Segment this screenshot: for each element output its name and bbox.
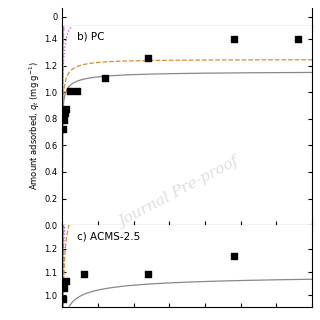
- Point: [103, 75, 108, 80]
- Point: [63, 107, 68, 112]
- Legend: Avrami: Avrami: [233, 0, 307, 4]
- Point: [60, 296, 66, 301]
- Point: [74, 88, 79, 93]
- Text: c) ACMS-2.5: c) ACMS-2.5: [77, 232, 140, 242]
- Point: [61, 117, 66, 123]
- Point: [60, 127, 66, 132]
- Point: [231, 36, 236, 42]
- Point: [62, 111, 67, 116]
- Point: [295, 36, 300, 42]
- Point: [145, 55, 150, 60]
- Y-axis label: Amount adsorbed, $q_t$ (mg g$^{-1}$): Amount adsorbed, $q_t$ (mg g$^{-1}$): [27, 61, 42, 190]
- Text: Journal Pre-proof: Journal Pre-proof: [117, 155, 242, 229]
- Point: [63, 279, 68, 284]
- Text: b) PC: b) PC: [77, 32, 105, 42]
- Point: [67, 88, 72, 93]
- Point: [145, 272, 150, 277]
- Point: [81, 272, 86, 277]
- Point: [231, 253, 236, 258]
- Point: [62, 286, 67, 291]
